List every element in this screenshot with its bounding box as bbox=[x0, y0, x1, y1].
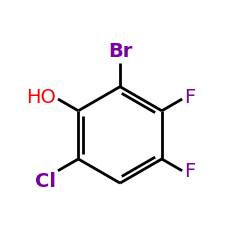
Text: Br: Br bbox=[108, 42, 132, 61]
Text: Cl: Cl bbox=[35, 172, 56, 191]
Text: HO: HO bbox=[26, 88, 56, 107]
Text: F: F bbox=[184, 88, 196, 107]
Text: F: F bbox=[184, 162, 196, 182]
